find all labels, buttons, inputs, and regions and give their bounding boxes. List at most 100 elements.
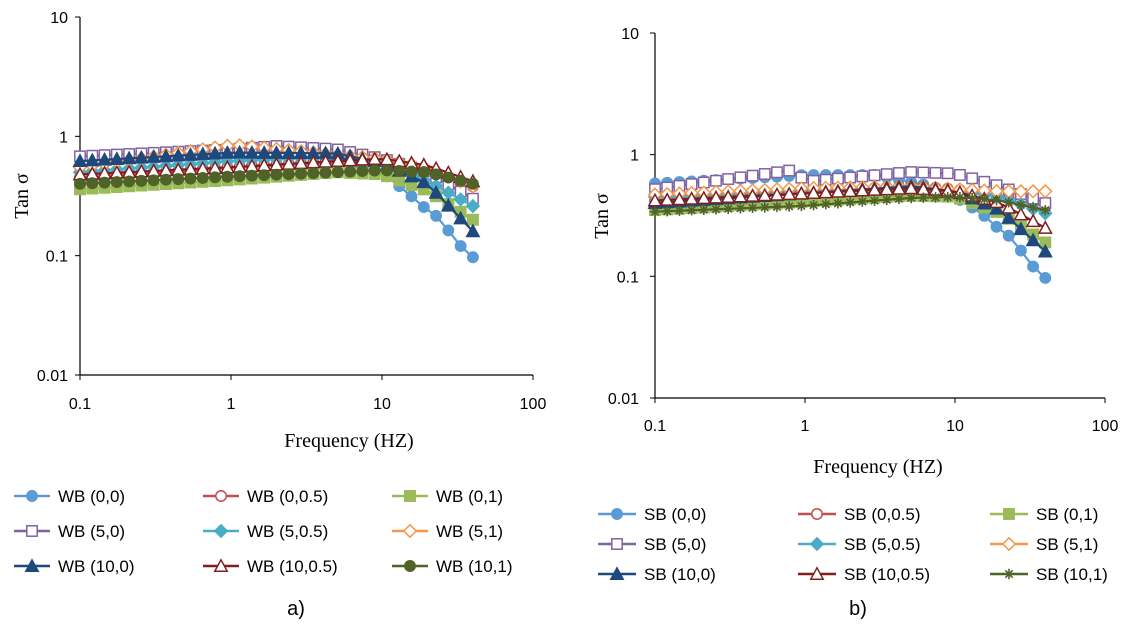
data-point	[453, 210, 469, 225]
data-point	[1013, 206, 1029, 221]
data-point	[1002, 229, 1015, 242]
data-point	[109, 151, 125, 165]
legend-label: WB (5,0)	[58, 522, 125, 541]
legend-marker	[609, 566, 625, 580]
data-point	[953, 168, 966, 181]
legend-item: SB (5,0.5)	[798, 535, 921, 554]
data-point	[72, 153, 88, 168]
data-point	[905, 192, 917, 204]
data-point	[1013, 221, 1029, 236]
legend-item: SB (5,1)	[990, 535, 1098, 554]
data-point	[710, 204, 722, 215]
data-point	[158, 148, 174, 163]
data-point	[221, 170, 234, 183]
x-tick-label: 1	[801, 418, 810, 435]
y-tick-label: 0.01	[608, 391, 639, 408]
legend-label: SB (5,0)	[644, 535, 706, 554]
data-point	[442, 224, 455, 237]
data-point	[781, 186, 797, 201]
chart-panel-b: 0.1 1 10 100 0.01 0.1 1 10 Frequency (HZ) Tan σ SB…	[591, 26, 1118, 620]
legend-label: SB (5,0.5)	[844, 535, 921, 554]
data-point	[133, 149, 149, 164]
legend-marker	[809, 536, 825, 552]
data-point	[783, 201, 795, 212]
data-point	[196, 171, 209, 184]
data-point	[990, 220, 1003, 233]
data-point	[442, 171, 455, 184]
data-point	[465, 198, 481, 214]
data-point	[818, 184, 834, 199]
data-point	[671, 191, 687, 206]
data-point	[832, 198, 844, 209]
data-point	[771, 166, 783, 179]
data-point	[295, 167, 307, 180]
data-point	[869, 195, 880, 206]
x-tick-label: 100	[1092, 418, 1119, 435]
data-point	[1040, 204, 1051, 216]
legend-marker	[1001, 536, 1017, 552]
legend-marker	[404, 560, 416, 572]
data-point	[123, 175, 136, 188]
legend-item: WB (5,1)	[392, 522, 503, 541]
data-point	[381, 164, 393, 177]
legend-marker	[24, 558, 40, 572]
data-point	[734, 171, 747, 184]
data-point	[1014, 244, 1027, 257]
series-sb-10-1-	[649, 191, 1051, 217]
legend-item: SB (10,0)	[598, 565, 716, 584]
data-point	[966, 172, 979, 185]
data-point	[405, 165, 418, 178]
data-point	[417, 201, 430, 214]
data-point	[98, 176, 111, 189]
data-point	[453, 192, 468, 207]
data-point	[857, 196, 868, 207]
legend-item: WB (5,0.5)	[203, 522, 328, 541]
x-axis-title: Frequency (HZ)	[813, 456, 942, 478]
data-point	[1025, 184, 1041, 199]
data-point	[892, 167, 905, 179]
data-point	[867, 182, 883, 196]
data-point	[757, 187, 773, 202]
legend-item: WB (0,0)	[14, 487, 125, 506]
legend-label: WB (0,1)	[436, 487, 503, 506]
data-point	[282, 168, 295, 181]
data-point	[147, 174, 160, 187]
data-point	[868, 169, 881, 182]
data-point	[929, 166, 942, 179]
data-point	[430, 209, 443, 222]
data-point	[1013, 184, 1029, 199]
data-point	[356, 165, 369, 178]
data-point	[793, 185, 809, 200]
data-point	[466, 213, 479, 226]
legend-item: SB (0,0)	[598, 505, 706, 524]
data-point	[661, 205, 673, 217]
data-point	[722, 203, 734, 215]
data-point	[732, 188, 748, 203]
legend-item: WB (5,0)	[14, 522, 125, 541]
data-point	[440, 197, 456, 212]
data-point	[219, 145, 235, 159]
legend-item: WB (10,0)	[14, 557, 135, 576]
y-tick-label: 1	[59, 129, 68, 146]
data-point	[808, 199, 819, 211]
data-point	[159, 173, 172, 186]
legend-label: WB (0,0.5)	[247, 487, 328, 506]
data-point	[244, 145, 260, 159]
data-point	[454, 174, 467, 187]
data-point	[146, 149, 162, 163]
data-point	[745, 188, 761, 202]
y-axis-title: Tan σ	[11, 173, 33, 219]
x-tick-label: 100	[520, 396, 547, 413]
data-point	[905, 166, 918, 179]
data-point	[771, 201, 783, 213]
legend-label: SB (0,0)	[644, 505, 706, 524]
legend-marker	[26, 490, 38, 502]
data-point	[844, 197, 856, 208]
data-point	[416, 174, 432, 189]
legend-marker	[809, 566, 825, 580]
data-point	[367, 151, 383, 166]
legend-item: WB (0,1)	[392, 487, 503, 506]
data-point	[97, 151, 113, 166]
data-point	[759, 202, 770, 213]
y-tick-label: 10	[621, 26, 639, 43]
